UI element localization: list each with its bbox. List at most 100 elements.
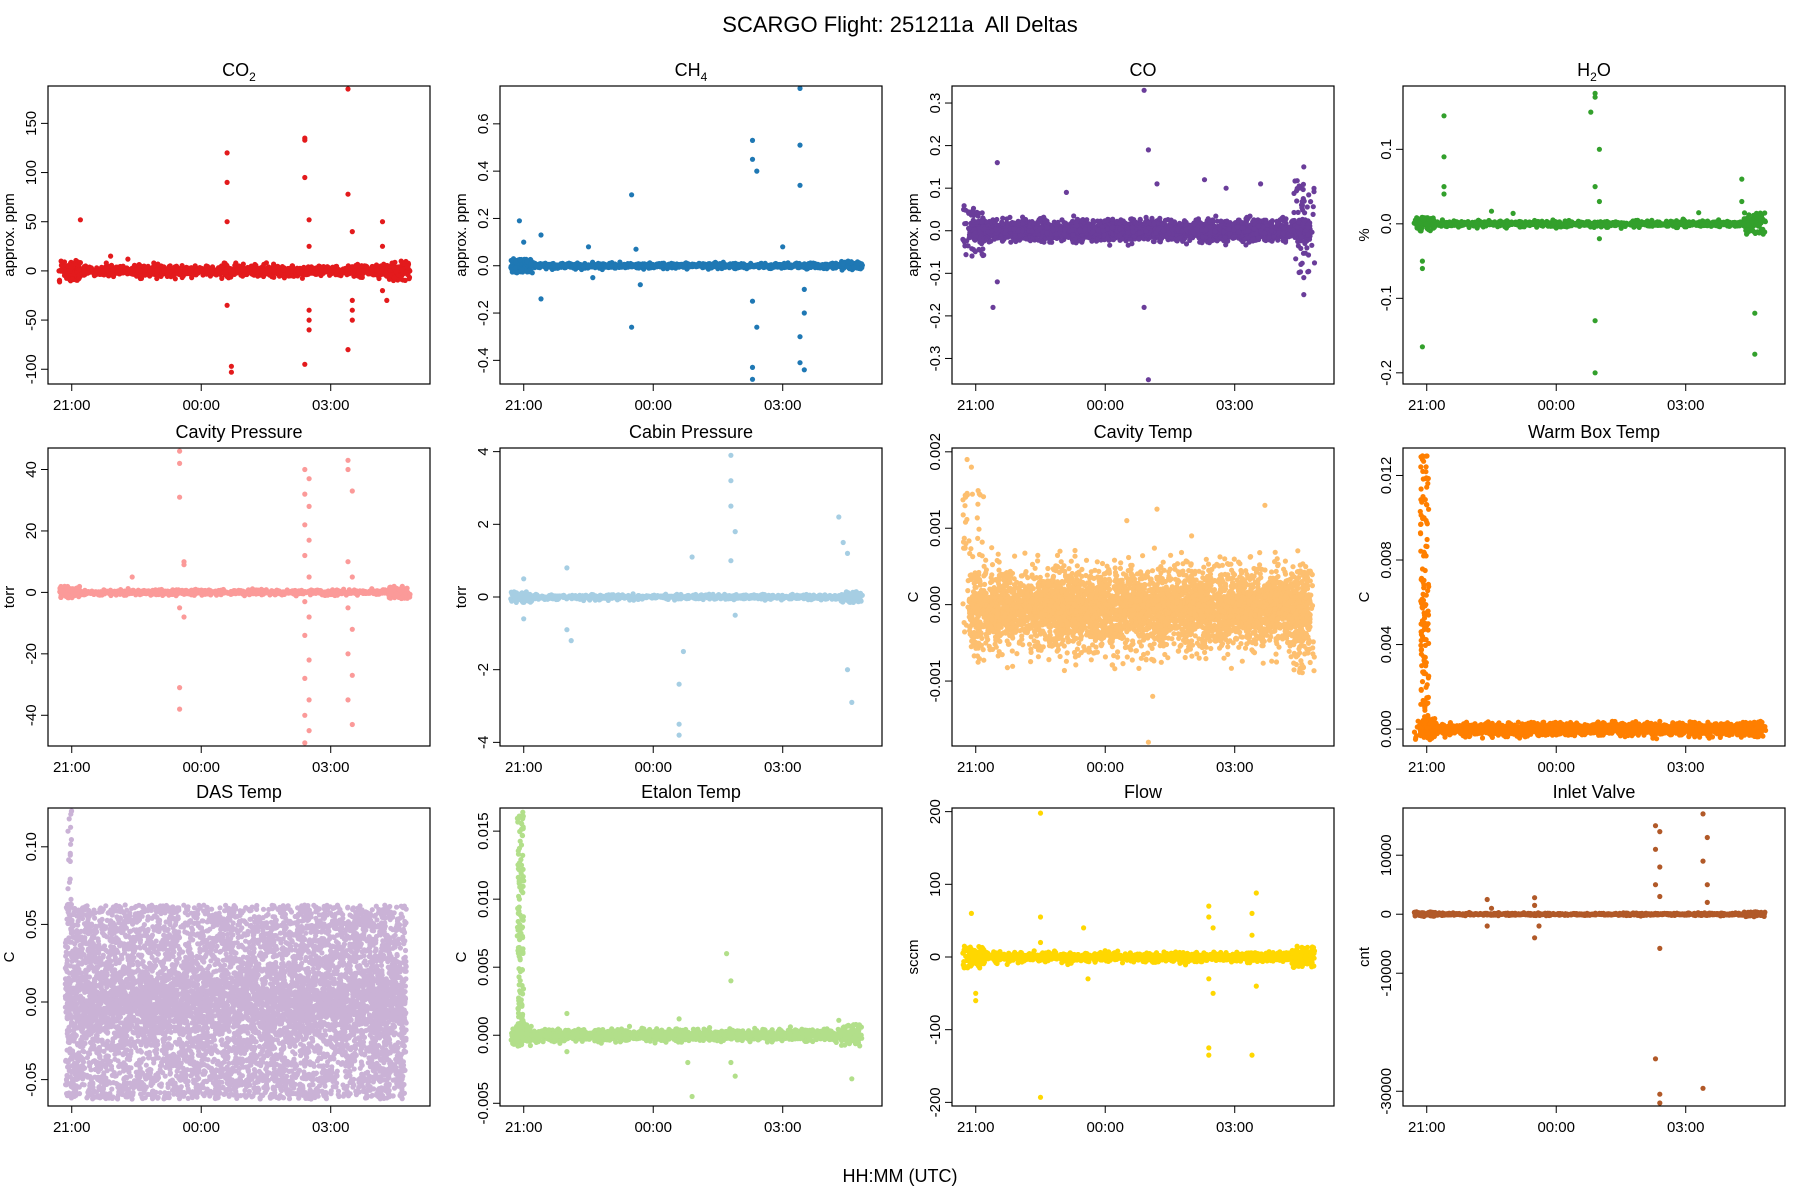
end-cluster-point (76, 276, 82, 282)
band-point (1059, 238, 1065, 244)
end-cluster-point (402, 277, 408, 283)
band-point (365, 270, 371, 276)
outlier-point (797, 334, 803, 340)
band-point (664, 263, 670, 269)
outlier-point (224, 150, 230, 156)
band-point (1027, 238, 1033, 244)
end-cluster-point (58, 262, 64, 268)
title-subscript: 4 (701, 70, 708, 84)
band-point (687, 262, 694, 269)
scatter-points (508, 86, 865, 382)
outlier-point (379, 243, 386, 249)
outlier-point (797, 142, 803, 148)
band-point (281, 275, 287, 281)
band-point (1110, 216, 1116, 222)
outlier-point (302, 135, 308, 141)
band-point (252, 267, 258, 273)
y-tick-label: -0.2 (475, 300, 492, 326)
end-cluster-point (508, 265, 515, 271)
outlier-point (233, 260, 239, 266)
y-tick-label: 0 (23, 267, 40, 275)
outlier-point (538, 296, 544, 302)
band-point (155, 261, 161, 267)
scatter-points (56, 86, 413, 375)
x-tick-label: 00:00 (182, 397, 220, 414)
band-point (154, 267, 161, 273)
outlier-point (345, 86, 351, 92)
band-point (311, 269, 317, 275)
outlier-point (629, 324, 635, 330)
outlier-point (349, 229, 355, 235)
band-point (609, 263, 615, 269)
band-point (209, 269, 215, 275)
band-point (129, 265, 135, 271)
outlier-point (633, 246, 639, 252)
outlier-point (801, 310, 807, 316)
end-cluster-point (399, 267, 405, 273)
band-point (296, 269, 302, 275)
end-cluster-point (845, 258, 851, 264)
y-tick-label: -50 (23, 309, 40, 331)
end-cluster-point (512, 265, 519, 271)
band-point (264, 267, 271, 274)
outlier-point (228, 363, 234, 369)
band-point (376, 275, 382, 282)
outlier-point (797, 360, 803, 366)
band-point (809, 263, 815, 269)
outlier-point (224, 302, 230, 308)
y-tick-label: 0.0 (475, 255, 492, 276)
band-point (1151, 238, 1157, 245)
band-point (246, 266, 253, 272)
x-tick-label: 21:00 (505, 397, 543, 414)
panel-3: 21:00 00:00 03:000.30.20.10.0-0.1-0.2-0.3a… (905, 60, 1335, 414)
band-point (715, 263, 721, 269)
band-point (701, 263, 707, 270)
x-tick-label: 21:00 (53, 397, 91, 414)
band-point (143, 265, 149, 271)
band-point (154, 275, 160, 282)
outlier-point (108, 253, 114, 259)
end-cluster-point (846, 265, 852, 271)
band-point (644, 263, 650, 269)
outlier-point (228, 369, 234, 375)
band-point (224, 273, 230, 280)
outlier-point (754, 168, 760, 174)
band-point (749, 263, 755, 269)
band-point (230, 269, 236, 276)
x-tick-label: 00:00 (634, 397, 672, 414)
band-point (1049, 239, 1055, 245)
outlier-point (797, 86, 803, 91)
outlier-point (172, 276, 178, 282)
x-tick-label: 03:00 (764, 397, 802, 414)
band-point (584, 263, 591, 269)
band-point (773, 263, 779, 269)
outlier-point (801, 286, 807, 292)
band-point (1071, 213, 1077, 219)
band-point (1143, 214, 1149, 220)
band-point (789, 263, 795, 269)
outlier-point (780, 244, 786, 250)
band-point (271, 268, 277, 274)
end-cluster-point (58, 267, 64, 273)
end-cluster-point (392, 275, 398, 281)
outlier-point (637, 282, 643, 288)
band-point (554, 262, 561, 268)
band-point (621, 263, 627, 269)
title-subscript: 2 (249, 70, 256, 84)
outlier-point (801, 367, 807, 373)
band-point (1162, 217, 1168, 223)
end-cluster-point (404, 263, 410, 269)
band-point (580, 264, 587, 270)
band-point (353, 262, 359, 269)
band-point (777, 262, 783, 268)
y-tick-label: -0.4 (475, 347, 492, 373)
band-point (246, 270, 253, 276)
band-point (814, 263, 820, 269)
end-cluster-point (76, 267, 82, 273)
outlier-point (538, 232, 544, 238)
outlier-point (306, 327, 312, 333)
band-point (103, 266, 109, 272)
outlier-point (77, 217, 83, 223)
